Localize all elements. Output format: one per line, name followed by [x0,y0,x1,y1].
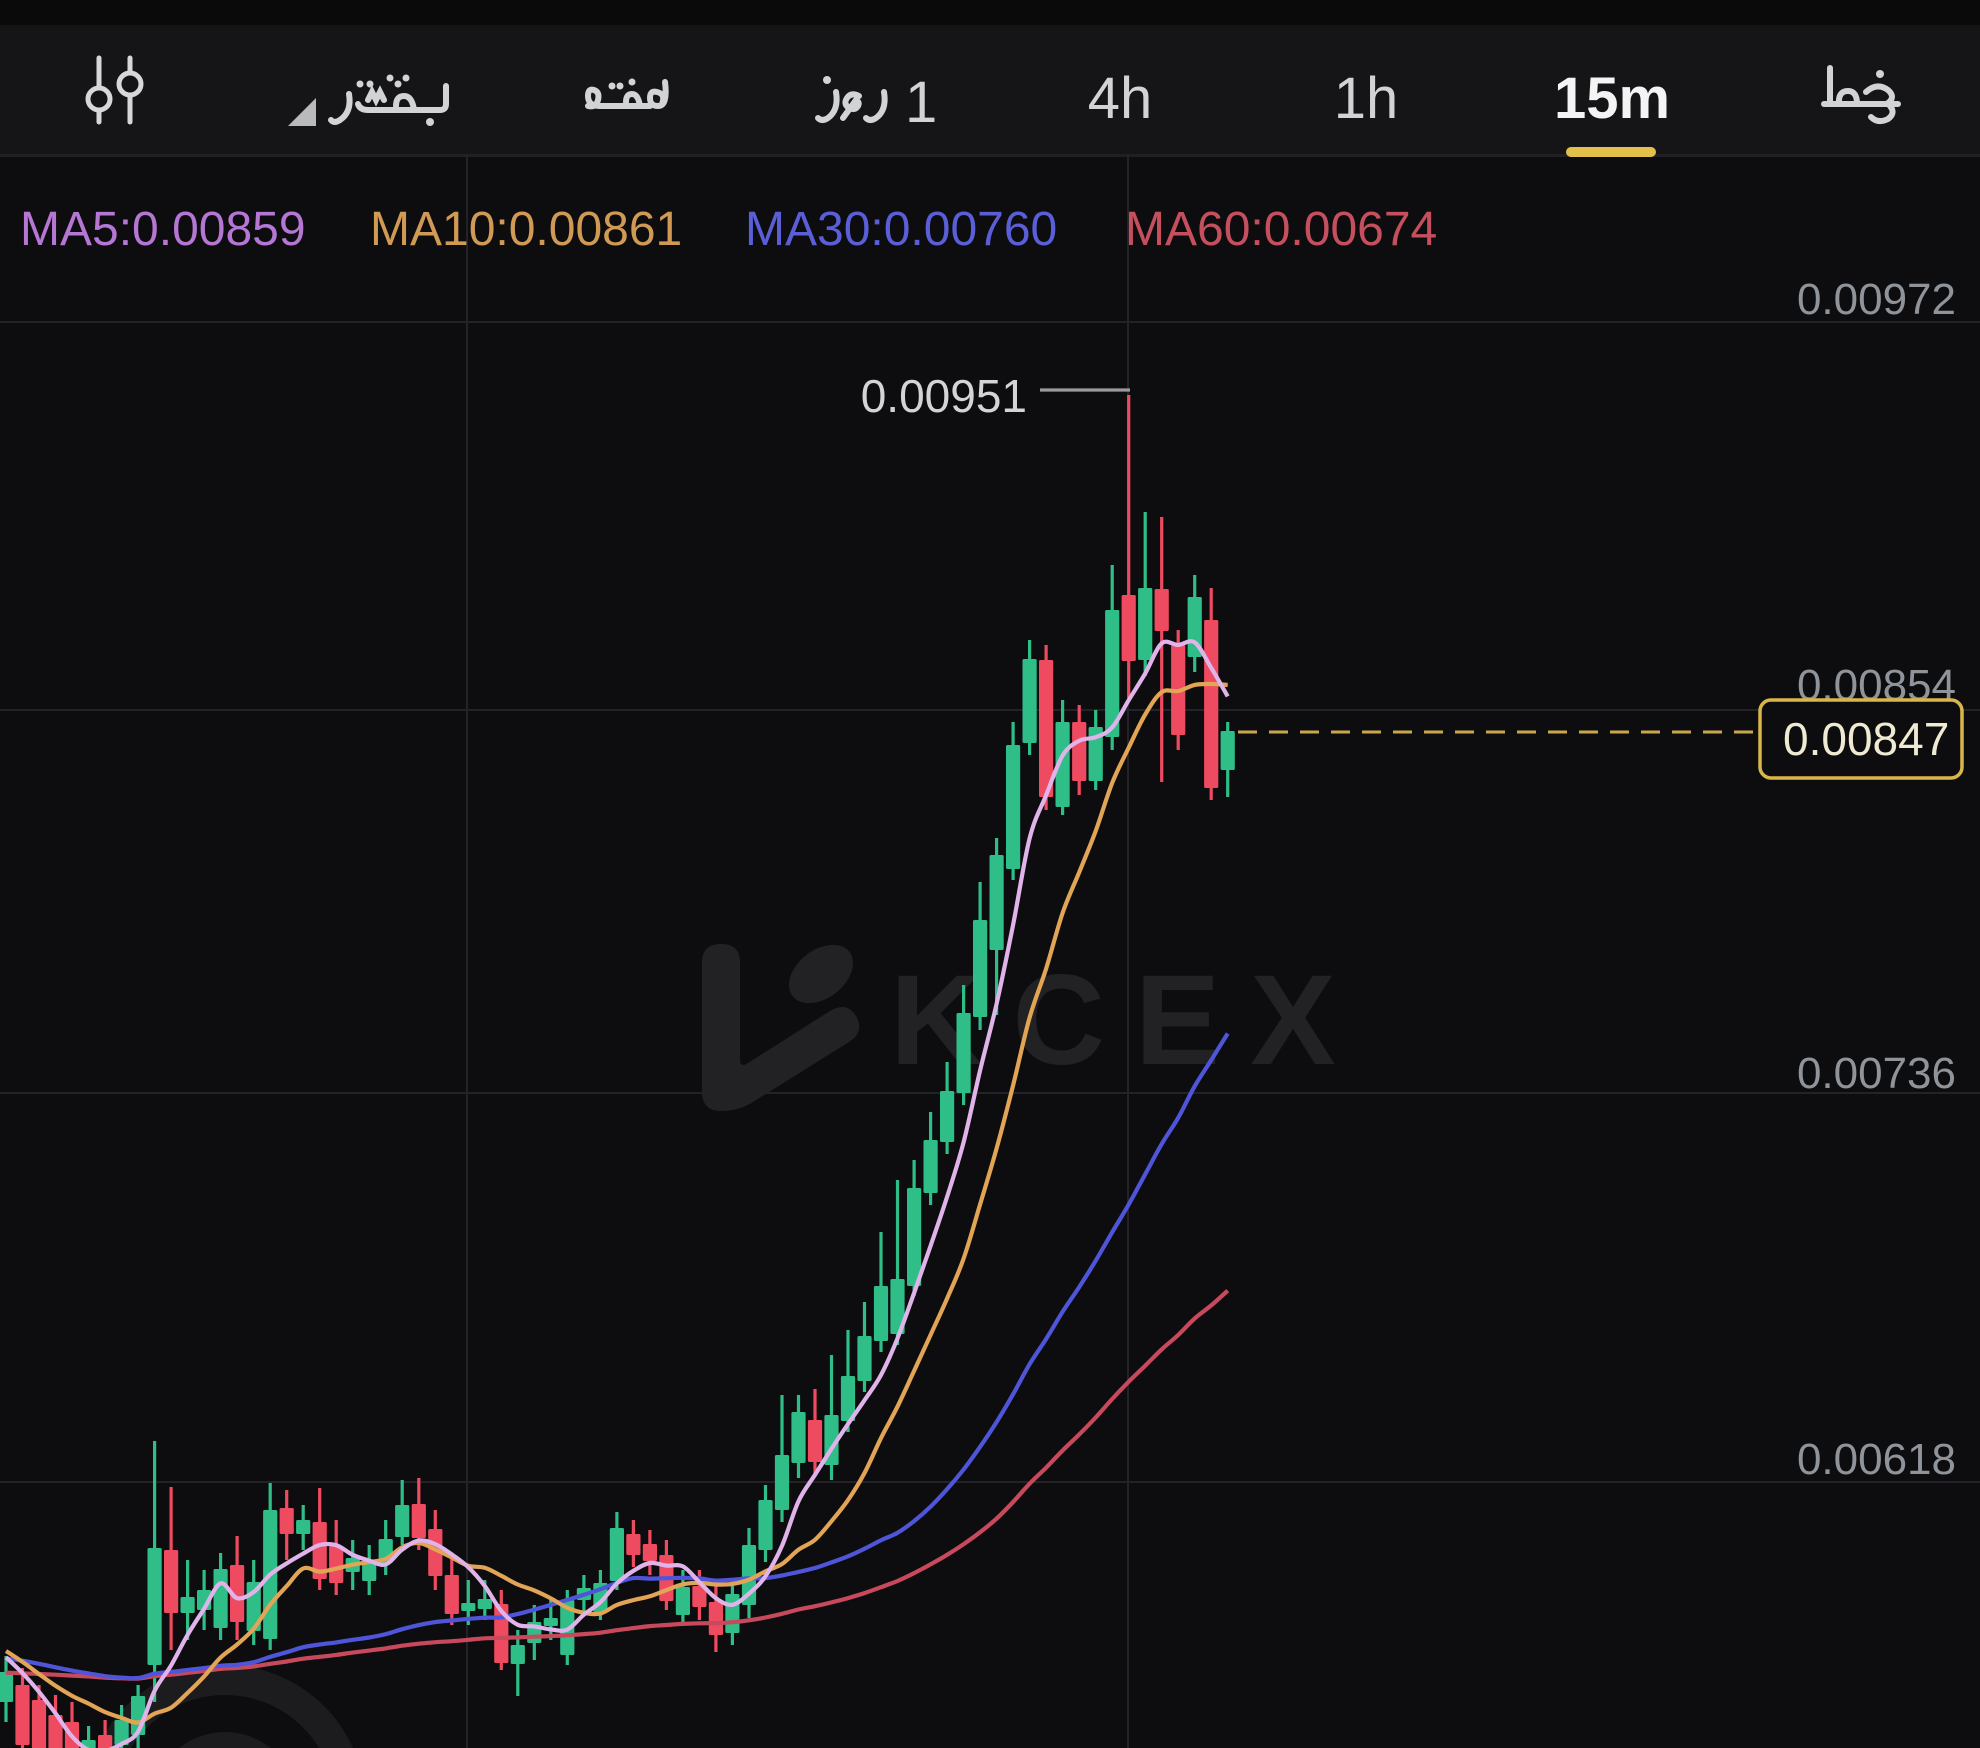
svg-text:0.00847: 0.00847 [1783,713,1949,765]
svg-text:0.00951: 0.00951 [861,370,1027,422]
svg-text:0.00618: 0.00618 [1797,1435,1956,1484]
svg-text:MA5:0.00859: MA5:0.00859 [20,203,306,256]
svg-text:0.00736: 0.00736 [1797,1049,1956,1098]
svg-text:MA10:0.00861: MA10:0.00861 [370,203,682,256]
svg-text:MA30:0.00760: MA30:0.00760 [745,203,1057,256]
svg-text:4h: 4h [1088,66,1153,131]
svg-text:1: 1 [905,70,937,135]
svg-text:1h: 1h [1334,66,1399,131]
svg-text:MA60:0.00674: MA60:0.00674 [1125,203,1437,256]
svg-text:0.00972: 0.00972 [1797,275,1956,324]
svg-text:15m: 15m [1554,66,1670,131]
